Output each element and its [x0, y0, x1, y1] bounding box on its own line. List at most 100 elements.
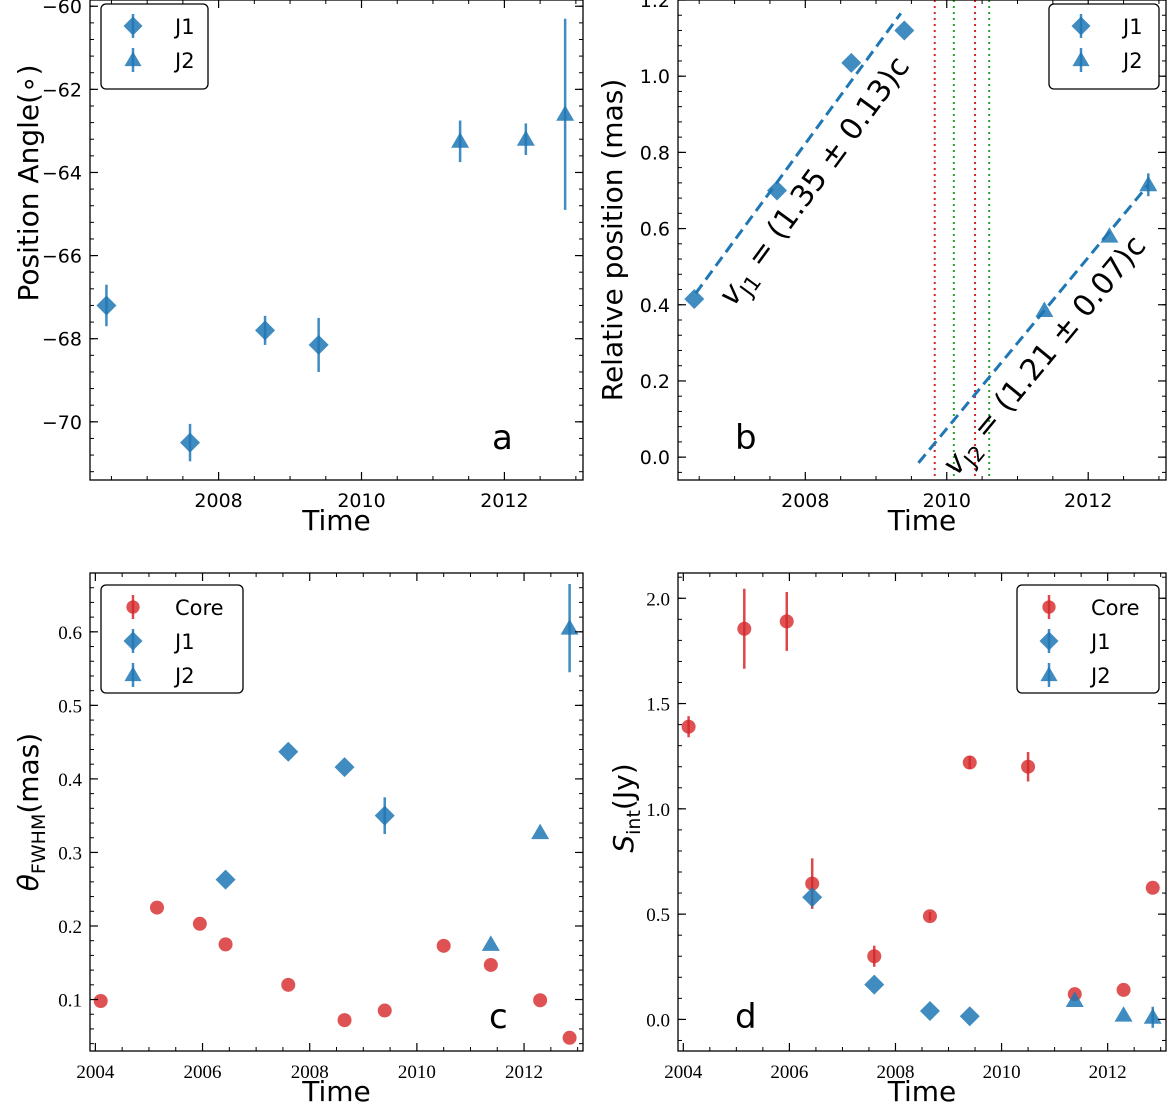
data-point-j1 — [96, 295, 117, 316]
y-tick-label: 1.0 — [640, 66, 670, 88]
x-tick-label: 2012 — [505, 1062, 543, 1083]
data-point-j1 — [215, 869, 236, 890]
fit-line-label-2: vJ2 = (1.21 ± 0.07)c — [936, 229, 1157, 485]
x-tick-label: 2008 — [781, 490, 829, 512]
data-point-core — [1145, 880, 1160, 895]
data-point-core — [1021, 759, 1036, 774]
data-point-j1 — [180, 432, 201, 453]
data-point-j2 — [1065, 991, 1084, 1007]
fit-line-label-1: vJ1 = (1.35 ± 0.13)c — [712, 50, 921, 315]
x-tick-label: 2006 — [770, 1062, 808, 1083]
x-axis-label: Time — [301, 504, 371, 537]
x-tick-label: 2010 — [923, 490, 971, 512]
x-tick-label: 2012 — [1089, 1062, 1127, 1083]
data-point-j1 — [864, 974, 885, 995]
y-tick-label: 0.3 — [58, 843, 82, 864]
data-point-j1 — [894, 20, 915, 41]
y-tick-label: −60 — [42, 0, 82, 18]
y-tick-label: 0.6 — [640, 219, 670, 241]
x-tick-label: 2012 — [1064, 490, 1112, 512]
legend-label-j1: J1 — [173, 15, 195, 39]
panel-d: 2004 2006 2008 2010 2012 0.0 0.5 1.0 1.5 2.0 Time S… — [607, 572, 1167, 1108]
y-tick-label: 0.0 — [646, 1010, 670, 1031]
data-point-j1 — [841, 52, 862, 73]
data-point-j2 — [560, 619, 579, 635]
data-point-j2 — [1100, 227, 1119, 243]
data-point-j2 — [1035, 301, 1054, 317]
y-tick-label: 0.4 — [640, 295, 670, 317]
y-tick-label: 0.0 — [640, 447, 670, 469]
data-point-j2 — [451, 132, 470, 148]
data-point-core — [218, 937, 233, 952]
data-point-j1 — [255, 320, 276, 341]
y-tick-label: 0.1 — [58, 991, 82, 1012]
data-point-core — [377, 1003, 392, 1018]
legend-label-j2: J2 — [1089, 664, 1111, 688]
y-tick-label: 0.5 — [58, 696, 82, 717]
legend-label-j1: J1 — [173, 630, 195, 654]
y-tick-label: −70 — [42, 412, 82, 434]
y-tick-label: −68 — [42, 329, 82, 351]
data-point-j2 — [1143, 1008, 1162, 1024]
legend-marker-j2 — [1072, 51, 1090, 67]
panel-c: 2004 2006 2008 2010 2012 0.1 0.2 0.3 0.4 0.5 0.6 Ti… — [12, 572, 584, 1108]
legend-marker-j2 — [124, 666, 142, 682]
x-tick-label: 2008 — [876, 1062, 914, 1083]
legend-label-j1: J1 — [1121, 15, 1143, 39]
data-point-core — [805, 876, 820, 891]
panel-a: 2008 2010 2012 −70 −68 −66 −64 −62 −60 Time Positi… — [12, 0, 584, 537]
data-point-core — [436, 938, 451, 953]
x-tick-label: 2008 — [291, 1062, 329, 1083]
data-point-j1 — [308, 334, 329, 355]
legend-marker-j2 — [1040, 666, 1058, 682]
data-point-core — [737, 621, 752, 636]
data-point-core — [337, 1013, 352, 1028]
data-point-core — [533, 993, 548, 1008]
fit-line-2 — [917, 183, 1150, 464]
legend-label-j2: J2 — [173, 49, 195, 73]
y-tick-label: 0.4 — [58, 770, 82, 791]
data-point-j1 — [334, 757, 355, 778]
data-point-j2 — [481, 935, 500, 951]
x-tick-label: 2004 — [664, 1062, 703, 1083]
data-point-j1 — [374, 805, 395, 826]
data-point-core — [1116, 982, 1131, 997]
y-axis-label: Position Angle(∘) — [12, 65, 45, 302]
legend-marker-j1 — [1039, 631, 1059, 651]
panel-letter: c — [489, 997, 508, 1037]
data-point-j2 — [1139, 175, 1158, 192]
legend-label-j2: J2 — [173, 664, 195, 688]
y-tick-label: −66 — [42, 246, 82, 268]
panel-letter: b — [735, 418, 757, 458]
data-point-core — [149, 900, 164, 915]
data-point-j2 — [531, 823, 550, 840]
x-tick-label: 2004 — [76, 1062, 115, 1083]
panel-letter: a — [492, 418, 513, 458]
y-axis-label: Relative position (mas) — [596, 79, 629, 402]
y-tick-label: 2.0 — [646, 589, 670, 610]
legend: Core J1 J2 — [1016, 584, 1160, 694]
data-point-core — [867, 949, 882, 964]
y-tick-label: 0.5 — [646, 905, 670, 926]
data-point-core — [192, 916, 207, 931]
data-point-j2 — [1114, 1006, 1133, 1022]
x-tick-label: 2010 — [398, 1062, 436, 1083]
legend-marker-j1 — [1071, 16, 1091, 36]
data-point-j2 — [516, 130, 535, 146]
data-point-core — [681, 719, 696, 734]
x-axis-label: Time — [887, 504, 957, 537]
legend-marker-j1 — [123, 631, 143, 651]
legend-marker-j1 — [123, 16, 143, 36]
x-tick-label: 2010 — [983, 1062, 1021, 1083]
y-tick-label: 0.2 — [58, 917, 82, 938]
y-tick-label: 0.6 — [58, 623, 82, 644]
x-tick-label: 2012 — [480, 490, 528, 512]
data-point-j1 — [767, 180, 788, 201]
axes-frame — [89, 0, 584, 481]
axes-frame — [677, 0, 1167, 481]
data-point-core — [483, 957, 498, 972]
y-tick-label: 1.5 — [646, 695, 670, 716]
